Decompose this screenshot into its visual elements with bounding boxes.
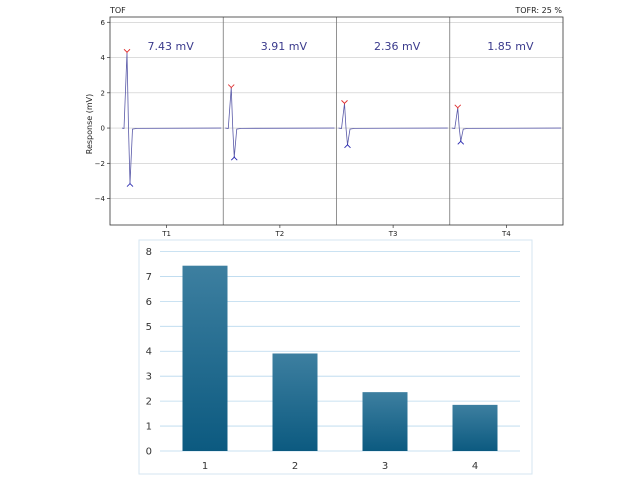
bar-y-tick-label: 0 [146,447,152,458]
tof-section-labels: T1 T2 T3 T4 [161,225,511,238]
tof-y-axis-label: Response (mV) [85,94,94,154]
bar-x-tick-label: 4 [472,461,478,472]
bar-x-ticks: 1 2 3 4 [202,461,478,472]
tof-trace [225,87,335,158]
tof-y-ticks: 6 4 2 0 −2 −4 [95,19,110,203]
tof-y-tick-label: 0 [101,125,105,133]
tof-min-marker [230,156,238,161]
tof-plot-frame [109,16,564,226]
tof-min-marker [126,182,134,187]
bar-y-tick-label: 2 [146,397,152,408]
bar [452,404,498,451]
tof-y-tick-label: 2 [101,89,105,97]
bar-chart: 0 1 2 3 4 5 6 7 8 1 2 3 4 [138,239,533,475]
tof-trace [451,107,562,142]
bar-y-tick-label: 7 [146,272,152,283]
tof-max-marker [123,48,131,54]
bar [362,392,408,451]
tof-max-marker [227,84,235,89]
tof-min-marker [344,143,351,149]
bar-x-tick-label: 2 [292,461,298,472]
tof-y-tick-label: 4 [101,54,106,62]
bar [272,353,318,451]
bar [182,265,228,451]
tof-y-tick-label: 6 [101,19,106,27]
bar-y-tick-label: 1 [146,422,152,433]
bar-y-tick-label: 8 [146,247,152,258]
tof-section-dividers [222,17,451,225]
tof-amplitude-label: 2.36 mV [374,40,421,53]
tof-trace [121,52,222,184]
tof-amplitude-label: 3.91 mV [261,40,308,53]
bar-y-tick-label: 6 [146,297,152,308]
tof-peak-markers [123,48,465,187]
tof-title-left: TOF [109,6,126,15]
bar-y-tick-label: 3 [146,372,152,383]
tof-y-tick-label: −2 [95,160,105,168]
tof-amplitude-labels: 7.43 mV 3.91 mV 2.36 mV 1.85 mV [148,40,534,53]
bar-x-tick-label: 1 [202,461,208,472]
bar-y-tick-label: 5 [146,322,152,333]
bar-x-tick-label: 3 [382,461,388,472]
tof-amplitude-label: 7.43 mV [148,40,195,53]
bar-series [182,265,498,451]
tof-section-label: T3 [388,230,398,238]
tof-min-marker [457,140,465,145]
tof-section-label: T1 [161,230,171,238]
tof-max-marker [341,100,348,105]
tof-amplitude-label: 1.85 mV [487,40,534,53]
tof-max-marker [454,104,462,109]
tof-traces [121,52,562,184]
tof-title-right: TOFR: 25 % [514,6,562,15]
tof-y-tick-label: −4 [95,195,106,203]
tof-trace [338,103,448,145]
tof-section-label: T4 [501,230,511,238]
tof-chart: TOF TOFR: 25 % 7.43 mV 3.91 mV 2.36 mV 1.85… [85,6,564,238]
tof-section-label: T2 [275,230,285,238]
bar-y-ticks: 0 1 2 3 4 5 6 7 8 [146,247,152,458]
bar-y-tick-label: 4 [146,347,152,358]
